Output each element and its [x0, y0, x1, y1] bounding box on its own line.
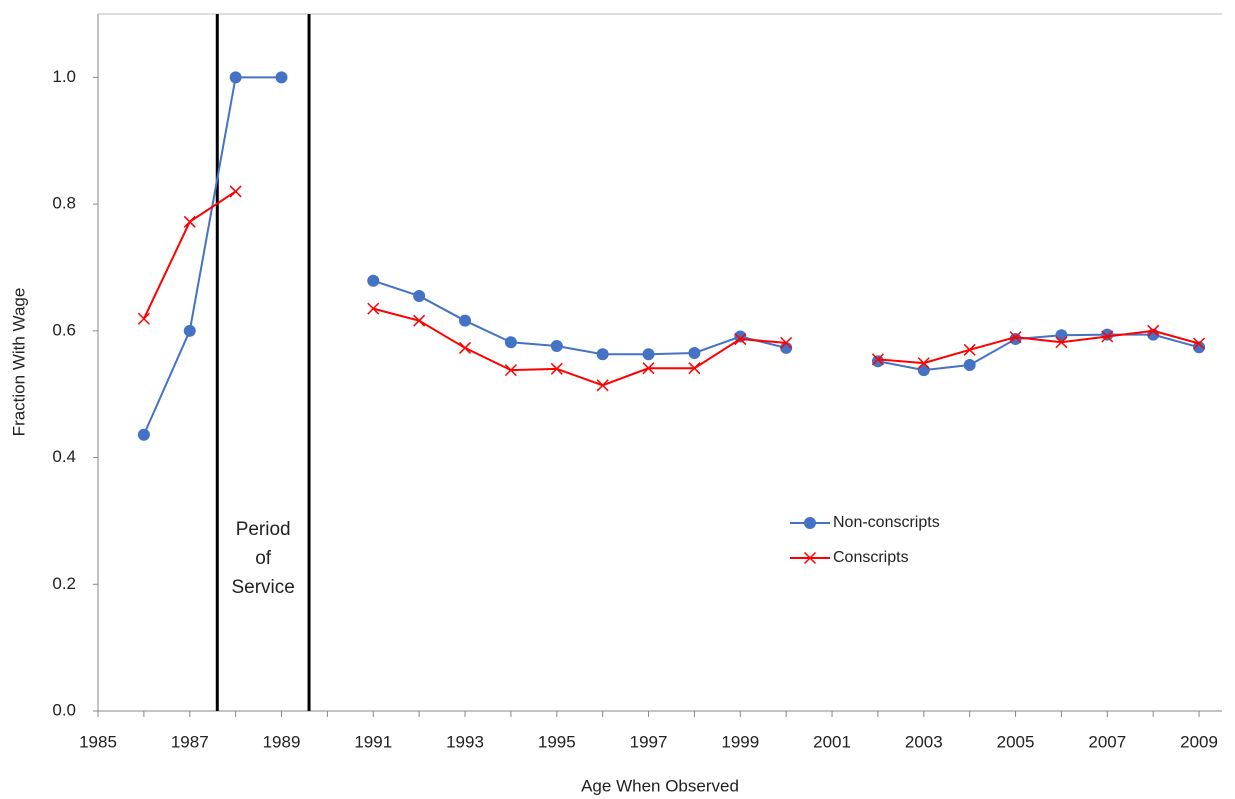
marker: [642, 362, 655, 375]
marker: [1101, 330, 1114, 343]
marker: [1193, 337, 1206, 350]
marker: [642, 348, 655, 361]
marker: [550, 362, 563, 375]
marker: [504, 364, 517, 377]
marker: [688, 346, 701, 359]
x-tick-label: 1997: [630, 732, 668, 751]
y-tick-label: 0.8: [52, 194, 76, 213]
legend-label: Conscripts: [833, 549, 909, 566]
marker: [1009, 333, 1022, 346]
x-tick-label: 1993: [446, 732, 484, 751]
x-tick-label: 2003: [905, 732, 943, 751]
x-tick-label: 2009: [1180, 732, 1218, 751]
marker: [1101, 328, 1114, 341]
x-tick-label: 1991: [354, 732, 392, 751]
marker: [183, 324, 196, 337]
marker: [367, 302, 380, 315]
y-tick-label: 0.2: [52, 574, 76, 593]
marker: [871, 355, 884, 368]
legend-label: Non-conscripts: [833, 514, 940, 531]
annotation: Service: [231, 577, 294, 598]
marker: [1147, 324, 1160, 337]
marker: [963, 359, 976, 372]
marker: [413, 289, 426, 302]
x-tick-label: 2007: [1088, 732, 1126, 751]
marker: [367, 274, 380, 287]
marker: [504, 336, 517, 349]
marker: [596, 379, 609, 392]
legend-marker: [803, 551, 817, 565]
series-line: [142, 76, 1200, 436]
y-axis-label: Fraction With Wage: [9, 288, 28, 437]
x-tick-label: 2001: [813, 732, 851, 751]
marker: [137, 428, 150, 441]
marker: [229, 185, 242, 198]
marker: [917, 357, 930, 370]
marker: [734, 333, 747, 346]
y-tick-label: 1.0: [52, 67, 76, 86]
x-tick-label: 1987: [171, 732, 209, 751]
marker: [459, 314, 472, 327]
marker: [137, 312, 150, 325]
legend-marker: [804, 517, 816, 529]
annotation: of: [255, 548, 272, 569]
marker: [550, 340, 563, 353]
x-axis-label: Age When Observed: [581, 776, 739, 795]
y-tick-label: 0.0: [52, 700, 76, 719]
x-tick-label: 1989: [263, 732, 301, 751]
marker: [183, 215, 196, 228]
marker: [229, 71, 242, 84]
marker: [275, 71, 288, 84]
marker: [458, 341, 472, 354]
marker: [963, 343, 976, 356]
y-tick-label: 0.6: [52, 320, 76, 339]
y-tick-label: 0.4: [52, 447, 76, 466]
x-tick-label: 1985: [79, 732, 117, 751]
marker: [1055, 336, 1068, 349]
marker: [596, 348, 609, 361]
series-line: [142, 190, 1200, 387]
marker: [1055, 329, 1068, 342]
x-tick-label: 1995: [538, 732, 576, 751]
marker: [688, 362, 701, 375]
marker: [871, 353, 884, 366]
marker: [1193, 341, 1206, 354]
marker: [1009, 331, 1022, 344]
marker: [917, 364, 930, 377]
marker: [780, 336, 793, 349]
annotation: Period: [236, 519, 291, 540]
x-tick-label: 2005: [997, 732, 1035, 751]
x-tick-label: 1999: [721, 732, 759, 751]
marker: [413, 314, 426, 327]
